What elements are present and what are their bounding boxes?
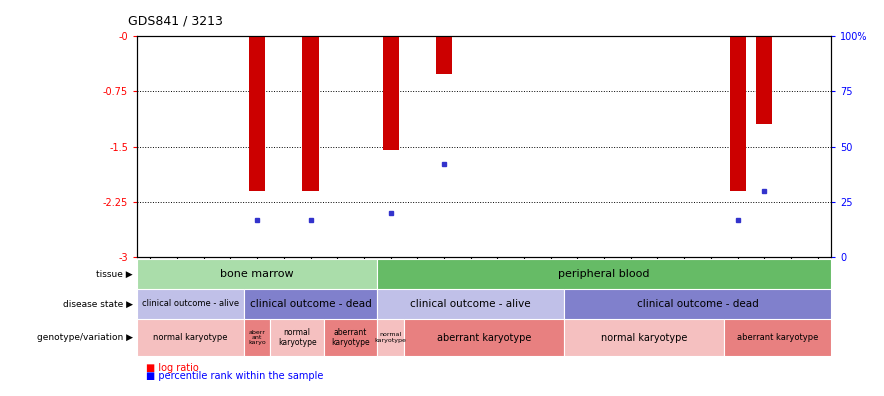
- Text: aberrant
karyotype: aberrant karyotype: [332, 328, 370, 347]
- Bar: [137, 259, 377, 289]
- Bar: [377, 289, 564, 319]
- Bar: [436, 36, 452, 74]
- Text: genotype/variation ▶: genotype/variation ▶: [36, 333, 133, 342]
- Bar: [244, 289, 377, 319]
- Text: bone marrow: bone marrow: [220, 269, 294, 279]
- Bar: [377, 259, 831, 289]
- Text: clinical outcome - alive: clinical outcome - alive: [410, 299, 531, 309]
- Bar: [302, 36, 318, 191]
- Text: ■ log ratio: ■ log ratio: [146, 363, 199, 373]
- Bar: [383, 36, 399, 150]
- Text: normal
karyotype: normal karyotype: [375, 332, 407, 343]
- Bar: [404, 319, 564, 356]
- Bar: [564, 319, 724, 356]
- Text: tissue ▶: tissue ▶: [96, 270, 133, 279]
- Text: normal
karyotype: normal karyotype: [278, 328, 316, 347]
- Bar: [324, 319, 377, 356]
- Text: ■ percentile rank within the sample: ■ percentile rank within the sample: [146, 371, 324, 381]
- Bar: [377, 319, 404, 356]
- Bar: [756, 36, 773, 124]
- Text: aberrant karyotype: aberrant karyotype: [737, 333, 819, 342]
- Text: clinical outcome - dead: clinical outcome - dead: [636, 299, 758, 309]
- Text: aberr
ant
karyo: aberr ant karyo: [248, 330, 266, 345]
- Text: normal karyotype: normal karyotype: [601, 333, 688, 343]
- Text: clinical outcome - alive: clinical outcome - alive: [141, 299, 239, 308]
- Text: disease state ▶: disease state ▶: [63, 299, 133, 308]
- Bar: [729, 36, 745, 191]
- Bar: [249, 36, 265, 191]
- Text: clinical outcome - dead: clinical outcome - dead: [249, 299, 371, 309]
- Bar: [137, 319, 244, 356]
- Bar: [271, 319, 324, 356]
- Bar: [244, 319, 271, 356]
- Bar: [137, 289, 244, 319]
- Text: normal karyotype: normal karyotype: [153, 333, 228, 342]
- Text: GDS841 / 3213: GDS841 / 3213: [128, 15, 223, 28]
- Text: peripheral blood: peripheral blood: [559, 269, 650, 279]
- Text: aberrant karyotype: aberrant karyotype: [437, 333, 531, 343]
- Bar: [724, 319, 831, 356]
- Bar: [564, 289, 831, 319]
